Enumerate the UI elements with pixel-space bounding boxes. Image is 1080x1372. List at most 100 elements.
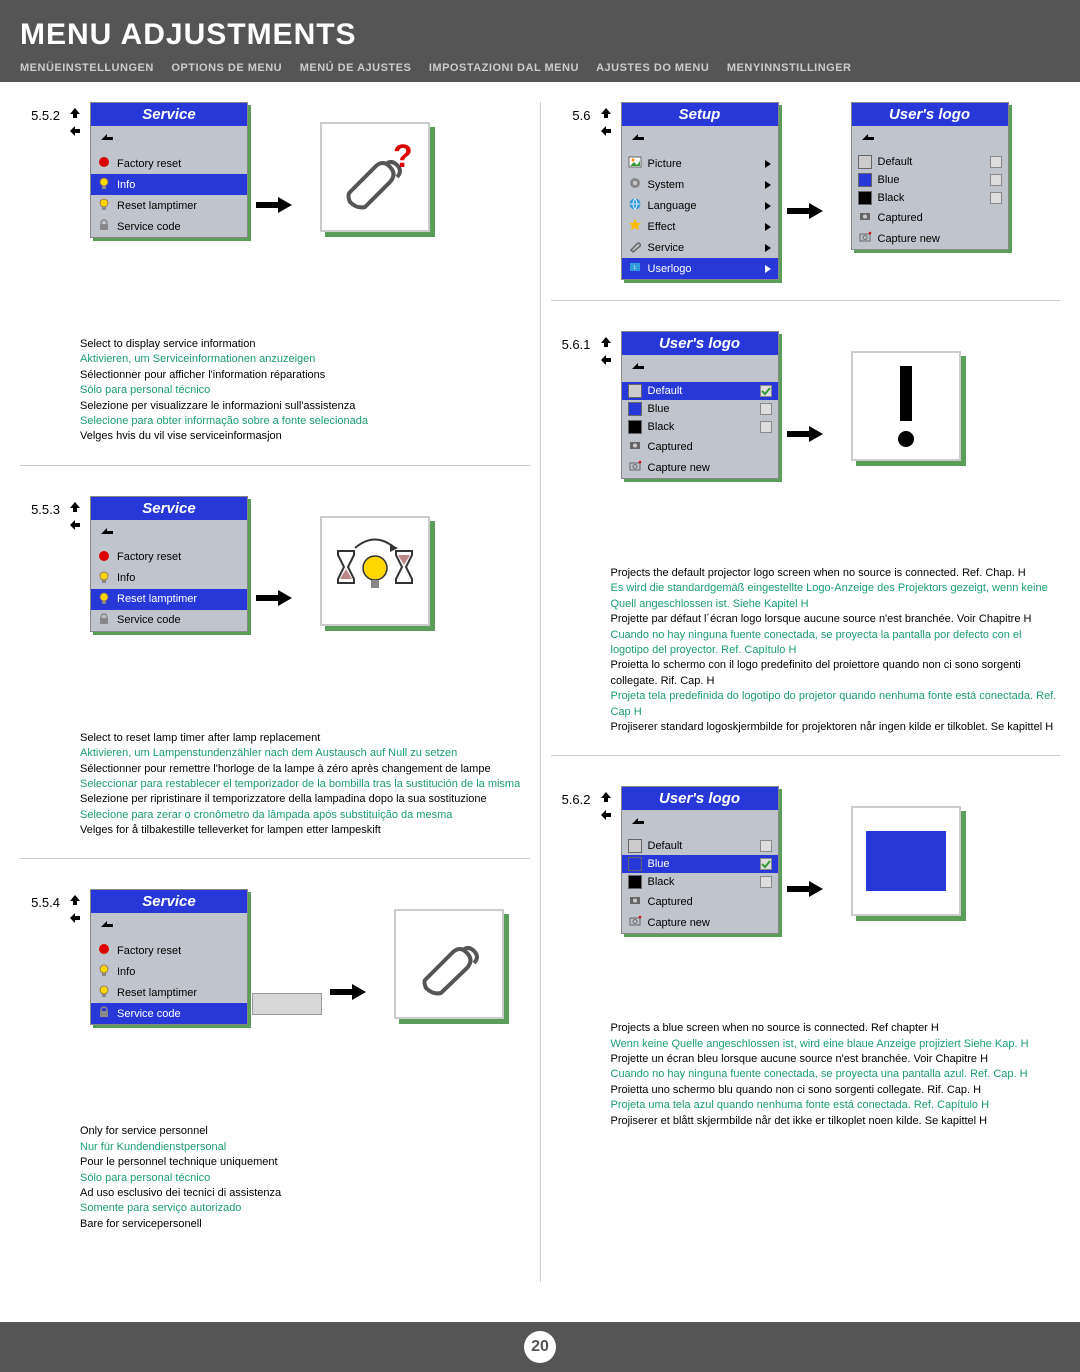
- section-number: 5.5.2: [20, 102, 60, 123]
- menu-back[interactable]: [852, 126, 1008, 153]
- menu-item[interactable]: Factory reset: [91, 940, 247, 961]
- captured-icon: [858, 209, 872, 226]
- exclamation-icon: [886, 361, 926, 451]
- menu-item[interactable]: Black: [622, 873, 778, 891]
- result-service: [394, 909, 504, 1019]
- red-dot-icon: [97, 942, 111, 959]
- nav-icons: [599, 786, 613, 822]
- menu-item[interactable]: Captured: [622, 436, 778, 457]
- menu-item-label: Captured: [648, 441, 772, 453]
- description-line: Es wird die standardgemäß eingestellte L…: [611, 581, 1061, 612]
- menu-item[interactable]: Captured: [852, 207, 1008, 228]
- checkbox[interactable]: [760, 876, 772, 888]
- service-code-input[interactable]: [252, 993, 322, 1015]
- menu-item[interactable]: Info: [91, 961, 247, 982]
- menu-item[interactable]: Info: [91, 568, 247, 589]
- menu-item-label: Factory reset: [117, 551, 241, 563]
- menu-back[interactable]: [622, 810, 778, 837]
- menu-item[interactable]: Service code: [91, 610, 247, 631]
- checkbox[interactable]: [760, 840, 772, 852]
- section-number: 5.6.1: [551, 331, 591, 352]
- checkbox[interactable]: [990, 192, 1002, 204]
- nav-back-icon: [599, 124, 613, 138]
- menu-item[interactable]: Reset lamptimer: [91, 982, 247, 1003]
- menu-item[interactable]: Blue: [852, 171, 1008, 189]
- menu-item-label: Default: [648, 840, 754, 852]
- menu-item-label: Blue: [878, 174, 984, 186]
- system-icon: [628, 176, 642, 193]
- menu-item[interactable]: Factory reset: [91, 547, 247, 568]
- menu-item[interactable]: Factory reset: [91, 153, 247, 174]
- description-line: Proietta lo schermo con il logo predefin…: [611, 658, 1061, 689]
- description-block: Projects the default projector logo scre…: [551, 566, 1061, 735]
- menu-item[interactable]: Picture: [622, 153, 778, 174]
- menu-item[interactable]: Black: [622, 418, 778, 436]
- menu-back[interactable]: [622, 126, 778, 153]
- content-area: 5.5.2 Service Factory resetInfoReset lam…: [0, 82, 1080, 1282]
- menu-item[interactable]: Default: [852, 153, 1008, 171]
- menu-item[interactable]: Default: [622, 382, 778, 400]
- menu-item-label: Service: [648, 242, 758, 254]
- menu-back[interactable]: [91, 126, 247, 153]
- menu-item[interactable]: Default: [622, 837, 778, 855]
- menu-item[interactable]: Blue: [622, 855, 778, 873]
- menu-item[interactable]: Capture new: [622, 457, 778, 478]
- menu-title: Setup: [622, 103, 778, 126]
- nav-icons: [68, 496, 82, 532]
- arrow-right-icon: [330, 982, 366, 1002]
- menu-item[interactable]: Capture new: [622, 912, 778, 933]
- menu-item[interactable]: Effect: [622, 216, 778, 237]
- description-line: Select to display service information: [80, 337, 530, 352]
- chevron-right-icon: [764, 243, 772, 253]
- checkbox[interactable]: [760, 403, 772, 415]
- description-line: Aktivieren, um Lampenstundenzähler nach …: [80, 746, 530, 761]
- menu-item[interactable]: Service code: [91, 1003, 247, 1024]
- description-line: Sélectionner pour remettre l'horloge de …: [80, 762, 530, 777]
- lock-icon: [97, 1005, 111, 1022]
- menu-item[interactable]: Language: [622, 195, 778, 216]
- menu-item[interactable]: Capture new: [852, 228, 1008, 249]
- header-bar: MENU ADJUSTMENTS MENÜEINSTELLUNGEN OPTIO…: [0, 0, 1080, 82]
- menu-item[interactable]: Reset lamptimer: [91, 589, 247, 610]
- page-number: 20: [524, 1331, 556, 1363]
- menu-item[interactable]: Info: [91, 174, 247, 195]
- menu-item[interactable]: Reset lamptimer: [91, 195, 247, 216]
- menu-item-label: Info: [117, 966, 241, 978]
- menu-back[interactable]: [91, 520, 247, 547]
- checkbox[interactable]: [760, 421, 772, 433]
- effect-icon: [628, 218, 642, 235]
- section-number: 5.5.4: [20, 889, 60, 910]
- description-block: Select to display service informationAkt…: [20, 337, 530, 445]
- arrow-right-icon: [787, 879, 823, 899]
- setup-menu: Setup PictureSystemLanguageEffect Service…: [621, 102, 779, 280]
- checkbox[interactable]: [990, 174, 1002, 186]
- menu-item[interactable]: Service code: [91, 216, 247, 237]
- menu-item-label: Service code: [117, 221, 241, 233]
- menu-back[interactable]: [622, 355, 778, 382]
- red-dot-icon: [97, 155, 111, 172]
- checkbox[interactable]: [990, 156, 1002, 168]
- menu-item[interactable]: Captured: [622, 891, 778, 912]
- globe-icon: [628, 197, 642, 214]
- menu-item-label: Service code: [117, 614, 241, 626]
- menu-item[interactable]: Service: [622, 237, 778, 258]
- description-line: Pour le personnel technique uniquement: [80, 1155, 530, 1170]
- menu-item[interactable]: System: [622, 174, 778, 195]
- color-swatch-icon: [628, 402, 642, 416]
- nav-back-icon: [599, 353, 613, 367]
- menu-item-label: Black: [648, 876, 754, 888]
- arrow-right-icon: [256, 195, 292, 215]
- checkbox[interactable]: [760, 385, 772, 397]
- nav-up-icon: [68, 893, 82, 907]
- description-line: Sélectionner pour afficher l'information…: [80, 368, 530, 383]
- color-swatch-icon: [628, 420, 642, 434]
- section-number: 5.6.2: [551, 786, 591, 807]
- nav-back-icon: [68, 911, 82, 925]
- menu-item-label: Blue: [648, 403, 754, 415]
- yellow-bulb-icon: [97, 963, 111, 980]
- menu-back[interactable]: [91, 913, 247, 940]
- menu-item[interactable]: LUserlogo: [622, 258, 778, 279]
- menu-item[interactable]: Black: [852, 189, 1008, 207]
- menu-item[interactable]: Blue: [622, 400, 778, 418]
- checkbox[interactable]: [760, 858, 772, 870]
